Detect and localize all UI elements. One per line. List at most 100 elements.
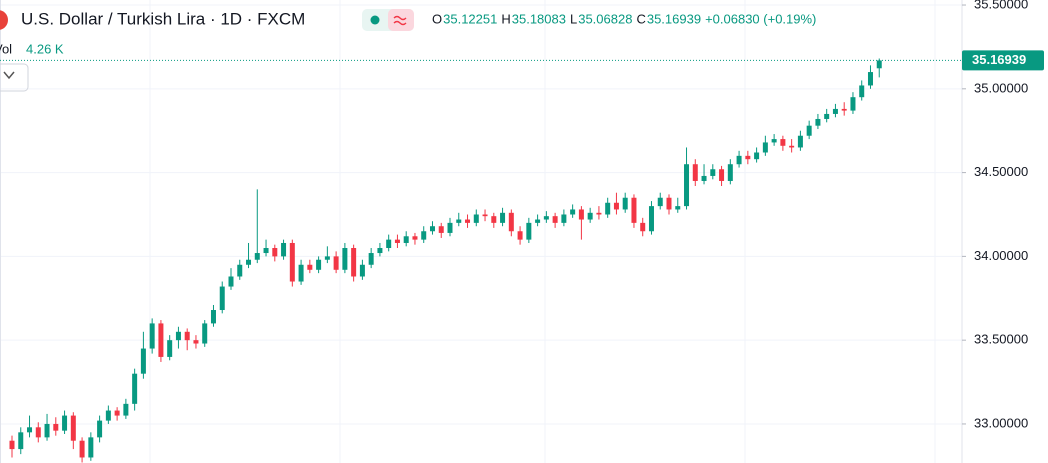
candle-body <box>465 219 471 223</box>
candle-body <box>359 264 365 277</box>
candle-body <box>193 340 199 344</box>
candle-body <box>780 139 786 146</box>
candle-body <box>53 423 59 431</box>
candle-body <box>789 145 795 148</box>
candle-body <box>561 214 567 223</box>
candle-body <box>570 209 576 215</box>
candle-body <box>62 415 68 431</box>
candle-body <box>517 231 523 240</box>
ohlc-value: 35.12251 <box>443 11 497 26</box>
candle-body <box>351 248 357 277</box>
ohlc-key: C <box>636 11 645 26</box>
candle-body <box>210 310 216 324</box>
candle-body <box>27 427 33 433</box>
candle-body <box>44 423 50 438</box>
candle-body <box>202 323 208 344</box>
symbol-title: U.S. Dollar / Turkish Lira · 1D · FXCM <box>21 9 305 28</box>
candle-body <box>473 214 479 223</box>
candle-body <box>140 348 146 374</box>
candle-body <box>727 164 733 181</box>
change-value: +0.06830 (+0.19%) <box>705 11 816 26</box>
candle-body <box>631 197 637 223</box>
candle-body <box>184 331 190 341</box>
candle-body <box>797 135 803 148</box>
candle-body <box>88 437 94 458</box>
candle-body <box>377 248 383 254</box>
candle-body <box>552 216 558 223</box>
candle-body <box>876 60 882 69</box>
candle-body <box>500 212 506 223</box>
candle-body <box>684 164 690 207</box>
candle-body <box>246 259 252 265</box>
collapse-icon[interactable] <box>3 71 15 80</box>
candle-body <box>806 125 812 136</box>
candle-body <box>324 256 330 260</box>
candle-body <box>289 242 295 282</box>
candle-body <box>114 410 120 416</box>
candle-body <box>438 226 444 233</box>
candle-body <box>867 72 873 86</box>
candle-body <box>762 142 768 153</box>
candle-body <box>736 155 742 165</box>
candle-body <box>219 286 225 311</box>
candle-body <box>412 236 418 240</box>
y-tick-label: 35.50000 <box>974 0 1028 11</box>
candle-body <box>771 139 777 143</box>
candle-body <box>272 248 278 257</box>
candle-body <box>368 253 374 265</box>
candle-body <box>281 242 287 257</box>
candle-body <box>666 197 672 210</box>
candle-body <box>745 155 751 160</box>
candle-body <box>254 253 260 260</box>
candle-body <box>228 276 234 287</box>
volume-label: Vol <box>0 41 12 56</box>
candle-body <box>149 323 155 349</box>
collapse-button[interactable] <box>0 63 29 92</box>
candle-body <box>535 219 541 223</box>
y-tick-label: 34.00000 <box>974 248 1028 263</box>
candle-body <box>237 264 243 277</box>
candle-body <box>316 259 322 270</box>
candle-body <box>605 202 611 215</box>
candle-body <box>675 206 681 210</box>
candle-body <box>640 222 646 232</box>
candle-body <box>543 216 549 220</box>
ohlc-key: O <box>432 11 442 26</box>
ohlc-value: 35.18083 <box>512 11 566 26</box>
candle-body <box>307 264 313 270</box>
last-price-label: 35.16939 <box>972 52 1026 67</box>
ohlc-key: L <box>570 11 577 26</box>
candle-body <box>508 212 514 232</box>
candle-body <box>386 239 392 249</box>
candle-body <box>35 427 41 438</box>
candle-body <box>70 415 76 441</box>
candle-body <box>421 231 427 240</box>
candle-body <box>298 264 304 282</box>
ohlc-value: 35.16939 <box>647 11 701 26</box>
y-tick-label: 34.50000 <box>974 164 1028 179</box>
candle-body <box>701 175 707 181</box>
candle-body <box>333 256 339 270</box>
data-delay[interactable] <box>388 9 414 31</box>
candle-body <box>859 85 865 98</box>
ohlc-value: 35.06828 <box>578 11 632 26</box>
y-tick-label: 35.00000 <box>974 80 1028 95</box>
candle-body <box>578 209 584 220</box>
candle-body <box>403 236 409 243</box>
candle-body <box>97 420 103 438</box>
candle-body <box>613 202 619 210</box>
last-price-box <box>962 50 1044 71</box>
candle-body <box>491 216 497 223</box>
candle-body <box>9 440 15 450</box>
candle-body <box>754 152 760 160</box>
candle-body <box>482 214 488 217</box>
candle-body <box>79 440 85 458</box>
candle-body <box>832 108 838 114</box>
y-tick-label: 33.50000 <box>974 332 1028 347</box>
symbol-logo[interactable] <box>0 10 8 30</box>
market-open-dot <box>370 15 380 25</box>
candle-body <box>18 432 24 450</box>
